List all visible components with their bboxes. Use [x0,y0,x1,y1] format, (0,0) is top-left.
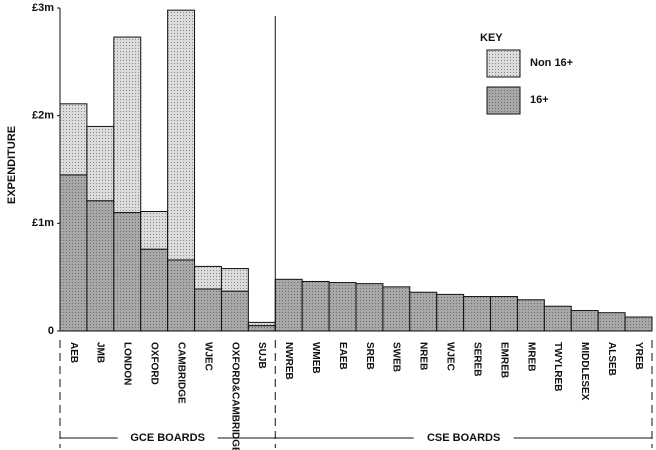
bar-texture [382,286,410,331]
x-tick-label: ALSEB [606,342,617,376]
x-tick-label: OXFORD [149,342,160,385]
x-tick-label: NREB [418,342,429,370]
x-tick-label: WJEC [445,342,456,371]
bar-texture [248,325,276,331]
legend-title: KEY [480,32,503,44]
x-tick-label: CAMBRIDGE [175,342,186,404]
bar-texture [194,289,222,331]
bar-texture [140,249,168,331]
x-tick-label: SUJB [256,342,267,369]
bar-texture [302,281,330,331]
bar-texture [140,211,168,250]
x-tick-label: YREB [633,342,644,370]
x-tick-label: WJEC [202,342,213,371]
legend-texture [487,50,520,77]
group-label: GCE BOARDS [130,432,205,444]
x-tick-label: SREB [364,342,375,370]
bar-texture [517,299,545,331]
group-label: CSE BOARDS [427,432,500,444]
bar-texture [544,306,572,331]
bar-texture [60,174,87,331]
bar-texture [60,103,87,175]
bar-texture [113,37,141,213]
x-tick-label: OXFORD&CAMBRIDGE [229,342,240,450]
bar-texture [598,312,626,331]
bar-texture [221,291,249,331]
bar-texture [436,294,464,331]
legend-label: Non 16+ [530,57,573,69]
legend-label: 16+ [530,94,549,106]
bar-texture [329,282,356,331]
bar-texture [356,283,383,331]
bar-texture [167,10,195,260]
bar-texture [490,296,518,331]
bar-texture [86,200,114,331]
bar-texture [248,322,276,326]
bar-texture [463,296,491,331]
bar-texture [221,268,249,292]
legend-texture [487,87,520,114]
bar-texture [625,317,652,331]
x-tick-label: MREB [525,342,536,371]
bar-texture [409,292,437,331]
bar-texture [167,259,195,331]
x-tick-label: SWEB [391,342,402,372]
x-tick-label: TWYLREB [552,342,563,391]
bar-texture [194,266,222,290]
x-tick-label: SEREB [471,342,482,376]
y-tick-label: £2m [32,110,54,122]
bar-texture [86,126,114,201]
x-tick-label: MIDDLESEX [579,342,590,401]
x-tick-label: JMB [95,342,106,363]
y-axis-label: EXPENDITURE [6,126,18,204]
x-tick-label: EAEB [337,342,348,370]
x-tick-label: NWREB [283,342,294,380]
x-tick-label: WMEB [310,342,321,374]
x-tick-label: LONDON [122,342,133,385]
y-tick-label: £1m [32,217,54,229]
x-tick-label: AEB [68,342,79,363]
y-tick-label: 0 [48,325,54,337]
bar-texture [571,310,599,331]
x-tick-label: EMREB [498,342,509,378]
y-tick-label: £3m [32,2,54,14]
bar-texture [275,279,303,331]
bar-texture [113,212,141,331]
